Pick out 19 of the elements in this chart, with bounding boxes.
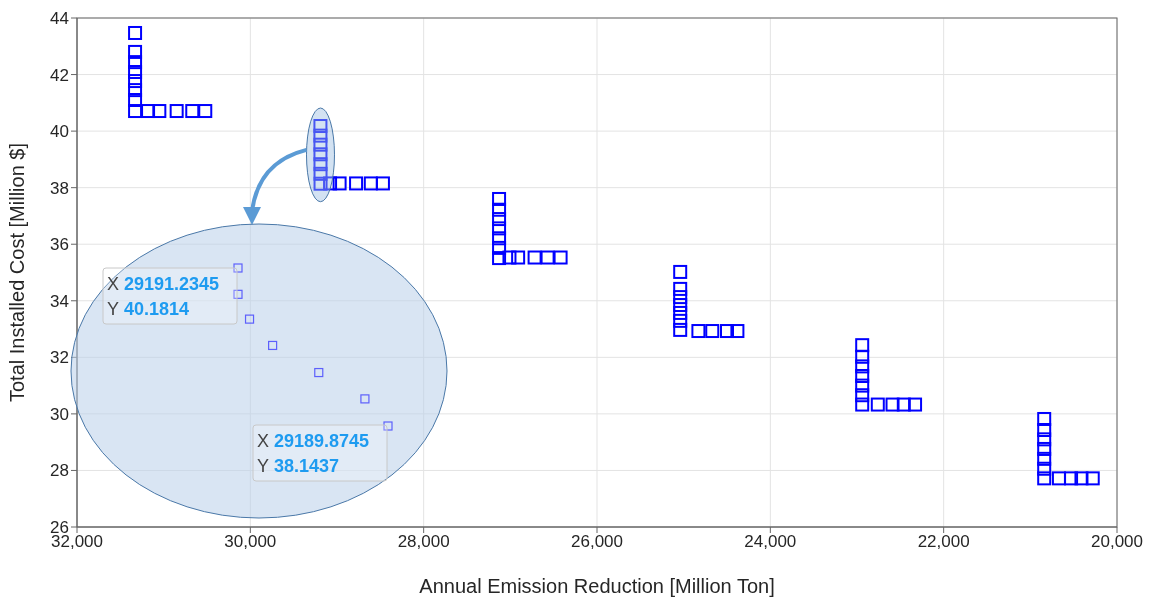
y-tick-label: 28 bbox=[50, 461, 69, 481]
y-tick-label: 30 bbox=[50, 404, 69, 424]
y-axis-title: Total Installed Cost [Million $] bbox=[6, 142, 28, 403]
x-tick-label: 24,000 bbox=[744, 532, 797, 552]
y-tick-label: 32 bbox=[50, 348, 69, 368]
x-tick-label: 28,000 bbox=[397, 532, 450, 552]
annotation: X 29191.2345 Y 40.1814 bbox=[107, 274, 220, 319]
x-axis-title: Annual Emission Reduction [Million Ton] bbox=[419, 575, 775, 597]
annotation: X 29189.8745 Y 38.1437 bbox=[257, 431, 370, 476]
y-tick-label: 40 bbox=[50, 122, 69, 142]
y-tick-label: 38 bbox=[50, 178, 69, 198]
x-tick-label: 20,000 bbox=[1091, 532, 1143, 552]
x-tick-label: 30,000 bbox=[224, 532, 277, 552]
y-tick-label: 34 bbox=[50, 291, 69, 311]
y-tick-label: 42 bbox=[50, 65, 69, 85]
y-tick-label: 36 bbox=[50, 235, 69, 255]
y-tick-label: 44 bbox=[50, 9, 69, 29]
x-tick-label: 22,000 bbox=[917, 532, 970, 552]
x-tick-label: 26,000 bbox=[571, 532, 623, 552]
